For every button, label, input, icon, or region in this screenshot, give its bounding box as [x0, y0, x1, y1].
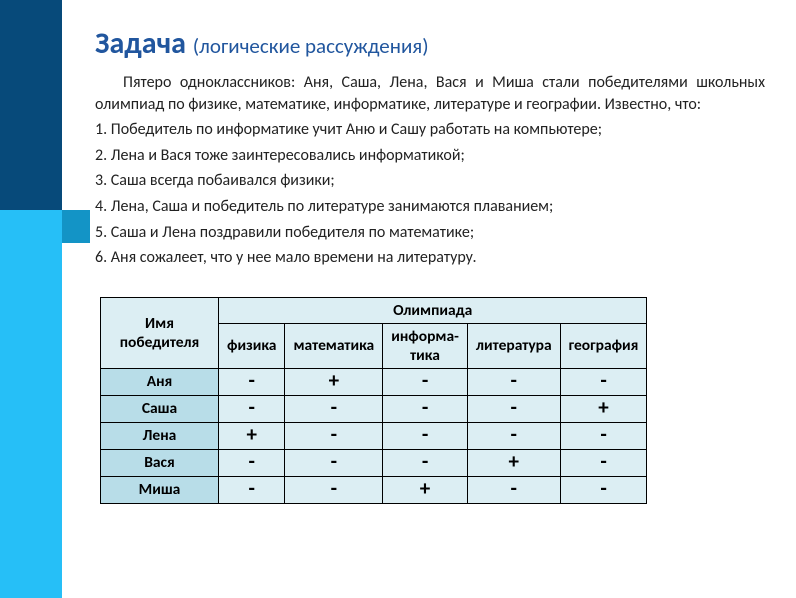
- row-name: Саша: [101, 395, 219, 422]
- content-area: Задача (логические рассуждения) Пятеро о…: [95, 26, 765, 504]
- col-informatics: информа- тика: [383, 323, 468, 368]
- cell: -: [285, 449, 383, 476]
- intro-text: Пятеро одноклассников: Аня, Саша, Лена, …: [95, 72, 765, 115]
- sidebar-bottom-block: [0, 210, 62, 598]
- cell: +: [383, 476, 468, 503]
- cell: +: [219, 422, 285, 449]
- row-name: Миша: [101, 476, 219, 503]
- col-physics: физика: [219, 323, 285, 368]
- cell: -: [467, 368, 560, 395]
- sidebar: [0, 0, 62, 598]
- table-body: Аня-+---Саша----+Лена+----Вася---+-Миша-…: [101, 368, 647, 503]
- row-name: Лена: [101, 422, 219, 449]
- title-main: Задача: [95, 25, 186, 62]
- cell: -: [560, 368, 647, 395]
- cell: -: [467, 395, 560, 422]
- cell: +: [285, 368, 383, 395]
- logic-table-wrap: Имя победителя Олимпиада физика математи…: [100, 297, 765, 504]
- col-literature: литература: [467, 323, 560, 368]
- cell: -: [219, 449, 285, 476]
- cell: -: [383, 368, 468, 395]
- cell: -: [560, 449, 647, 476]
- fact-1: 1. Победитель по информатике учит Аню и …: [95, 119, 765, 141]
- cell: -: [285, 476, 383, 503]
- table-row: Миша--+--: [101, 476, 647, 503]
- cell: -: [219, 476, 285, 503]
- cell: -: [467, 476, 560, 503]
- page-title: Задача (логические рассуждения): [95, 26, 765, 62]
- table-row: Вася---+-: [101, 449, 647, 476]
- fact-6: 6. Аня сожалеет, что у нее мало времени …: [95, 247, 765, 269]
- fact-4: 4. Лена, Саша и победитель по литературе…: [95, 196, 765, 218]
- table-header-row-1: Имя победителя Олимпиада: [101, 297, 647, 323]
- sidebar-top-block: [0, 0, 62, 210]
- cell: +: [560, 395, 647, 422]
- cell: -: [467, 422, 560, 449]
- row-name: Вася: [101, 449, 219, 476]
- fact-3: 3. Саша всегда побаивался физики;: [95, 170, 765, 192]
- row-name: Аня: [101, 368, 219, 395]
- cell: +: [467, 449, 560, 476]
- col-geography: география: [560, 323, 647, 368]
- cell: -: [219, 368, 285, 395]
- table-row: Аня-+---: [101, 368, 647, 395]
- col-math: математика: [285, 323, 383, 368]
- name-header: Имя победителя: [101, 297, 219, 368]
- cell: -: [383, 449, 468, 476]
- cell: -: [383, 395, 468, 422]
- logic-table: Имя победителя Олимпиада физика математи…: [100, 297, 647, 504]
- cell: -: [285, 395, 383, 422]
- cell: -: [560, 422, 647, 449]
- group-header: Олимпиада: [219, 297, 647, 323]
- title-subtitle: (логические рассуждения): [193, 33, 429, 59]
- table-row: Саша----+: [101, 395, 647, 422]
- cell: -: [560, 476, 647, 503]
- cell: -: [383, 422, 468, 449]
- fact-5: 5. Саша и Лена поздравили победителя по …: [95, 222, 765, 244]
- accent-block: [62, 210, 90, 243]
- fact-2: 2. Лена и Вася тоже заинтересовались инф…: [95, 145, 765, 167]
- cell: -: [219, 395, 285, 422]
- table-row: Лена+----: [101, 422, 647, 449]
- cell: -: [285, 422, 383, 449]
